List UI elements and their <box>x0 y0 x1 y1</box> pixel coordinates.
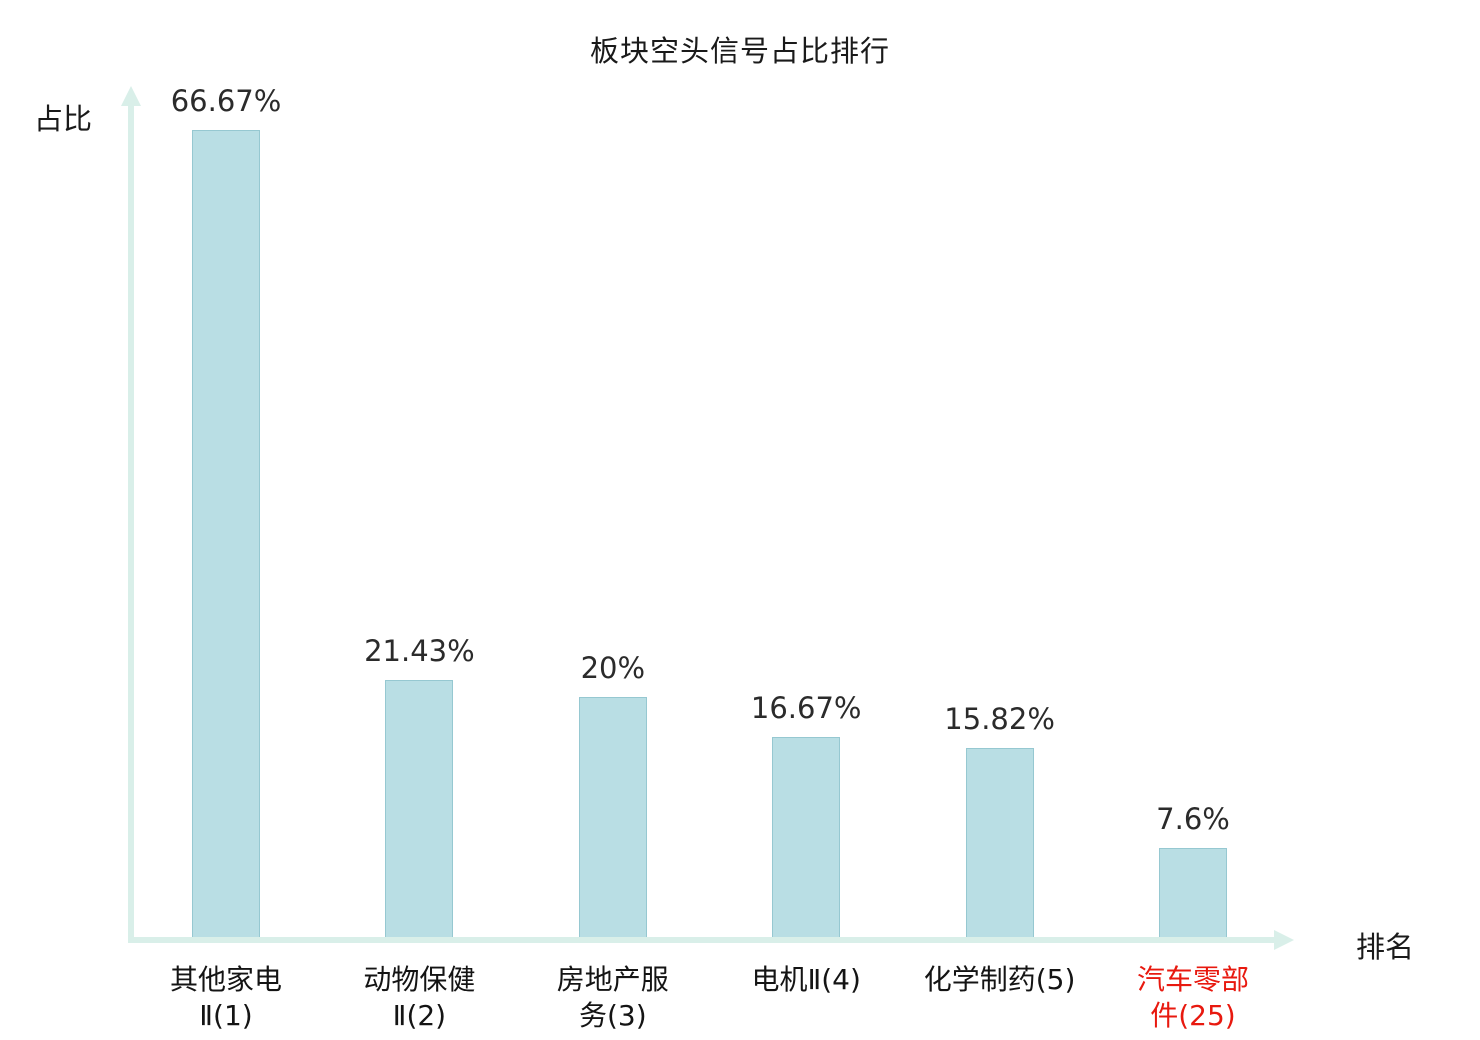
bar-4 <box>772 737 841 937</box>
category-label-6: 汽车零部 件(25) <box>1083 962 1303 1034</box>
bar-value-label-3: 20% <box>580 651 646 685</box>
bar-value-label-1: 66.67% <box>170 84 282 118</box>
bar-3 <box>578 697 647 937</box>
bar-value-label-5: 15.82% <box>944 701 1055 736</box>
category-label-line: 电机Ⅱ(4) <box>751 963 861 996</box>
category-label-line: 件(25) <box>1150 999 1236 1032</box>
category-label-1: 其他家电 Ⅱ(1) <box>116 962 336 1034</box>
category-label-line: 汽车零部 <box>1136 963 1249 996</box>
category-label-5: 化学制药(5) <box>890 962 1110 998</box>
category-label-line: 其他家电 <box>169 963 282 996</box>
bar-1 <box>192 130 260 937</box>
category-label-line: 房地产服 <box>556 963 669 996</box>
y-axis-label: 占比 <box>34 102 93 136</box>
category-label-line: Ⅱ(2) <box>392 999 447 1032</box>
x-axis-label: 排名 <box>1356 930 1415 964</box>
category-label-2: 动物保健 Ⅱ(2) <box>309 962 529 1034</box>
category-label-4: 电机Ⅱ(4) <box>696 962 916 998</box>
category-label-line: 动物保健 <box>363 963 476 996</box>
bar-2 <box>385 679 454 937</box>
category-label-line: 化学制药(5) <box>923 963 1076 996</box>
category-label-3: 房地产服 务(3) <box>503 962 723 1034</box>
bar-value-label-4: 16.67% <box>750 691 862 726</box>
bar-value-label-6: 7.6% <box>1156 801 1230 836</box>
category-label-line: 务(3) <box>578 999 647 1032</box>
bar-value-label-2: 21.43% <box>364 633 475 668</box>
x-axis-arrow-icon <box>1274 930 1294 950</box>
bar-5 <box>965 747 1034 937</box>
bar-6 <box>1159 847 1227 937</box>
y-axis-arrow-icon <box>121 86 141 106</box>
chart-title: 板块空头信号占比排行 <box>589 34 890 68</box>
category-label-line: Ⅱ(1) <box>199 999 253 1032</box>
